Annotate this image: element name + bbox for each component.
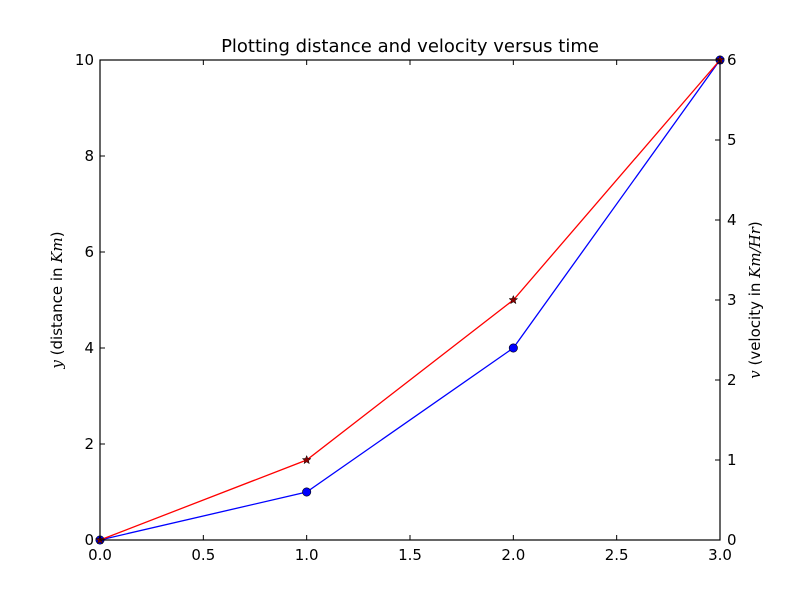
y-axis-label-unit: Km	[48, 237, 66, 263]
x-tick-label-1: 0.5	[191, 546, 215, 564]
x-tick-label-0: 0.0	[88, 546, 112, 564]
y2-tick-label-3: 3	[727, 291, 737, 309]
series-1-point-2	[508, 294, 519, 305]
y2-tick-label-4: 4	[727, 211, 737, 229]
y-axis-label: y (distance in Km)	[48, 231, 66, 369]
y-axis-label-pre: (distance in	[48, 263, 66, 360]
y2-tick-label-0: 0	[727, 531, 737, 549]
x-tick-label-2: 1.0	[295, 546, 319, 564]
y-tick-label-0: 0	[84, 531, 94, 549]
y-tick-label-3: 6	[84, 243, 94, 261]
y2-tick-label-1: 1	[727, 451, 737, 469]
x-tick-label-6: 3.0	[708, 546, 732, 564]
chart-title: Plotting distance and velocity versus ti…	[221, 36, 599, 57]
y2-axis-label-var: v	[746, 370, 764, 379]
series-0-line	[99, 59, 721, 541]
series-0-point-1	[302, 487, 312, 497]
y2-axis-label-unit: Km/Hr	[746, 226, 764, 279]
series-0-point-2	[508, 343, 518, 353]
y2-axis-label: v (velocity in Km/Hr)	[746, 221, 764, 379]
y-tick-label-1: 2	[84, 435, 94, 453]
y2-axis-label-post: )	[746, 221, 764, 227]
y2-tick-label-5: 5	[727, 131, 737, 149]
plot-frame	[99, 59, 721, 541]
y-tick-label-2: 4	[84, 339, 94, 357]
y-axis-label-var: y	[48, 360, 66, 370]
y-tick-label-4: 8	[84, 147, 94, 165]
x-tick-label-3: 1.5	[398, 546, 422, 564]
y2-axis-label-pre: (velocity in	[746, 278, 764, 370]
series-1-point-1	[301, 454, 312, 465]
y2-tick-label-2: 2	[727, 371, 737, 389]
y-axis-label-post: )	[48, 231, 66, 237]
y2-tick-label-6: 6	[727, 51, 737, 69]
y-tick-label-5: 10	[75, 51, 94, 69]
series-1-line	[99, 59, 721, 541]
x-tick-label-4: 2.0	[501, 546, 525, 564]
series-layer	[95, 54, 725, 545]
x-tick-label-5: 2.5	[605, 546, 629, 564]
